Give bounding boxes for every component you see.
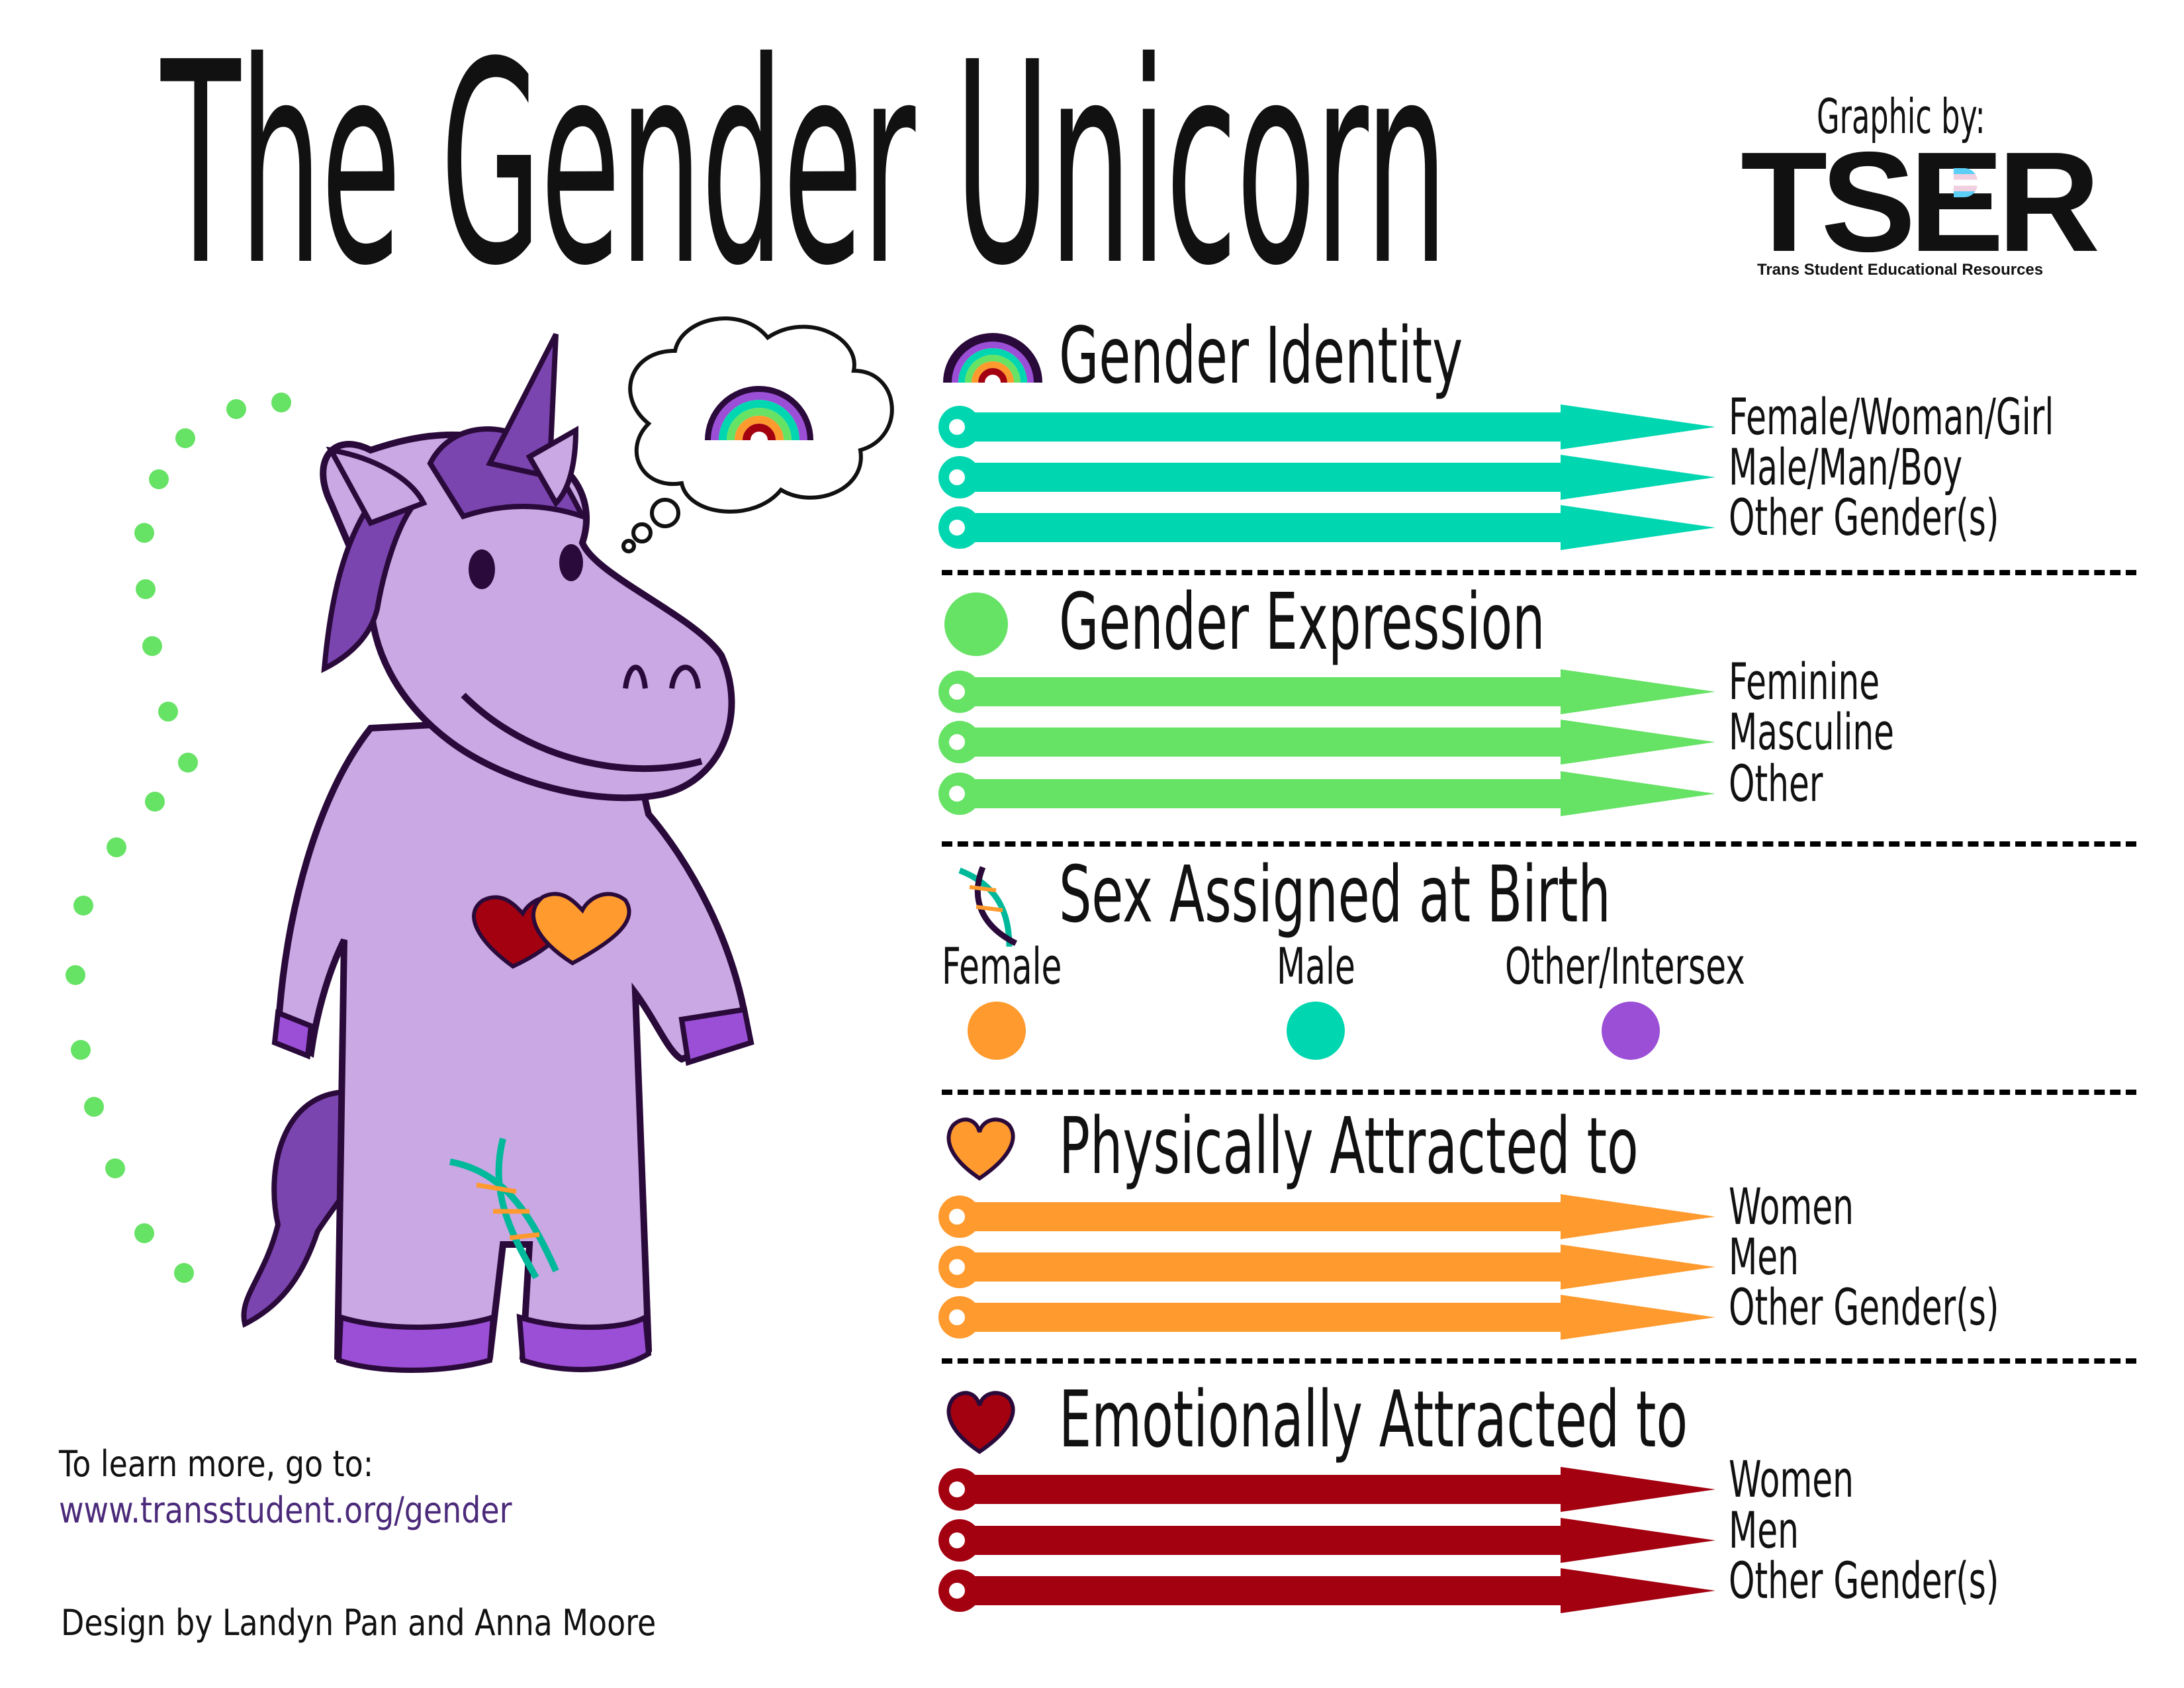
arrow-graphic (938, 404, 1715, 449)
green-circle-icon (943, 588, 1016, 663)
spectrum-label: Other Gender(s) (1729, 1551, 1999, 1610)
spectrum-label: Men (1729, 1501, 1799, 1560)
section-heading: Gender Identity (1059, 310, 1463, 401)
arrow-graphic (938, 505, 1715, 550)
design-credit: Design by Landyn Pan and Anna Moore (61, 1602, 657, 1644)
spectrum-label: Masculine (1729, 702, 1895, 761)
rainbow-icon (943, 322, 1042, 391)
spectrum-label: Women (1729, 1450, 1854, 1509)
spectrum-arrow[interactable] (933, 1564, 1727, 1620)
arrow-graphic (938, 771, 1715, 816)
page-title: The Gender Unicorn (161, 3, 1448, 327)
dna-icon (943, 861, 1023, 956)
section-heading: Sex Assigned at Birth (1059, 849, 1611, 940)
sex-option-label: Male (1277, 937, 1355, 996)
unicorn-face (461, 544, 703, 773)
thought-bubble (621, 316, 894, 553)
unicorn-body (274, 431, 752, 1370)
section-divider (942, 841, 2136, 847)
section-divider (942, 1090, 2136, 1095)
sex-option-dot[interactable] (1287, 1002, 1345, 1060)
sex-option-dot[interactable] (968, 1002, 1026, 1060)
arrow-graphic (938, 669, 1715, 714)
spectrum-arrow[interactable] (933, 1241, 1727, 1296)
spectrum-arrow[interactable] (933, 1291, 1727, 1346)
trans-flag-icon (1954, 168, 1978, 197)
arrow-graphic (938, 1244, 1715, 1289)
spectrum-arrow[interactable] (933, 716, 1727, 771)
section-heading: Physically Attracted to (1059, 1100, 1639, 1192)
section-heading: Emotionally Attracted to (1059, 1374, 1688, 1465)
arrow-graphic (938, 1568, 1715, 1613)
spectrum-arrow[interactable] (933, 1463, 1727, 1519)
tser-logo-subtitle: Trans Student Educational Resources (1757, 261, 2044, 279)
spectrum-arrow[interactable] (933, 1190, 1727, 1246)
sex-option-label: Other/Intersex (1505, 937, 1745, 996)
graphic-credit-label: Graphic by: (1817, 89, 1985, 144)
spectrum-arrow[interactable] (933, 400, 1727, 456)
spectrum-arrow[interactable] (933, 1514, 1727, 1570)
sparkle-trail (66, 393, 291, 1283)
learn-more-link[interactable]: www.transstudent.org/gender (59, 1489, 512, 1531)
arrow-graphic (938, 1518, 1715, 1563)
spectrum-arrow[interactable] (933, 767, 1727, 823)
spectrum-arrow[interactable] (933, 451, 1727, 506)
sex-option-label: Female (942, 937, 1062, 996)
spectrum-label: Male/Man/Boy (1729, 438, 1963, 496)
arrow-graphic (938, 455, 1715, 500)
unicorn-hearts-icon (472, 892, 631, 969)
thought-rainbow-icon (705, 386, 813, 441)
spectrum-label: Other Gender(s) (1729, 488, 1999, 547)
spectrum-label: Other (1729, 754, 1823, 813)
arrow-graphic (938, 1467, 1715, 1512)
tser-logo: TSER (1741, 122, 2100, 281)
spectrum-label: Female/Woman/Girl (1729, 387, 2054, 446)
section-divider (942, 570, 2136, 575)
learn-more-text: To learn more, go to: (59, 1443, 374, 1485)
unicorn-illustration (66, 316, 894, 1373)
arrow-graphic (938, 1295, 1715, 1340)
orange-heart-icon (943, 1112, 1023, 1188)
spectrum-arrow[interactable] (933, 501, 1727, 557)
unicorn-horn (486, 333, 559, 480)
unicorn-dna-icon (449, 1137, 559, 1280)
spectrum-label: Women (1729, 1177, 1854, 1236)
spectrum-label: Other Gender(s) (1729, 1278, 1999, 1336)
sex-option-dot[interactable] (1602, 1002, 1660, 1060)
unicorn-ears (326, 426, 579, 526)
spectrum-arrow[interactable] (933, 665, 1727, 721)
arrow-graphic (938, 1194, 1715, 1239)
spectrum-label: Feminine (1729, 652, 1880, 711)
arrow-graphic (938, 720, 1715, 765)
section-divider (942, 1358, 2136, 1364)
red-heart-icon (943, 1385, 1023, 1461)
section-heading: Gender Expression (1059, 576, 1545, 667)
spectrum-label: Men (1729, 1227, 1799, 1286)
unicorn-sleeves (271, 1006, 754, 1373)
